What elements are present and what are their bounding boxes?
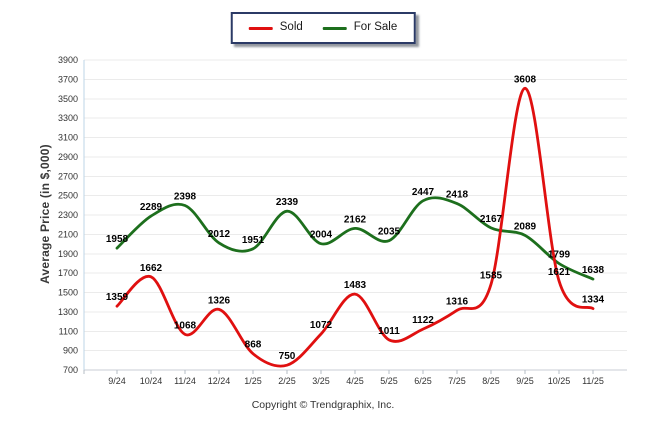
y-tick-label: 2100 — [58, 229, 78, 239]
y-tick-label: 2300 — [58, 210, 78, 220]
for-sale-point-label: 2089 — [514, 221, 537, 232]
for-sale-point-label: 2012 — [208, 229, 231, 240]
x-tick-label: 6/25 — [414, 376, 432, 386]
sold-point-label: 1585 — [480, 270, 503, 281]
for-sale-point-label: 1951 — [242, 235, 265, 246]
for-sale-point-label: 1638 — [582, 265, 605, 276]
y-tick-label: 1900 — [58, 249, 78, 259]
legend-item-sold[interactable]: Sold — [248, 21, 303, 34]
sold-point-label: 1621 — [548, 267, 571, 278]
y-tick-label: 700 — [63, 365, 78, 375]
legend-label-for-sale: For Sale — [353, 21, 398, 34]
legend-item-for-sale[interactable]: For Sale — [322, 21, 398, 34]
x-tick-label: 3/25 — [312, 376, 330, 386]
y-tick-label: 2500 — [58, 191, 78, 201]
y-tick-label: 1700 — [58, 268, 78, 278]
x-tick-label: 10/24 — [140, 376, 163, 386]
x-tick-label: 10/25 — [548, 376, 571, 386]
sold-point-label: 750 — [279, 351, 296, 362]
sold-point-label: 1122 — [412, 315, 434, 326]
y-tick-label: 1100 — [59, 326, 78, 336]
sold-point-label: 1662 — [140, 263, 163, 274]
y-tick-label: 3100 — [58, 133, 78, 143]
x-tick-label: 9/24 — [108, 376, 126, 386]
chart-legend: Sold For Sale — [230, 12, 416, 44]
for-sale-point-label: 2004 — [310, 230, 333, 241]
y-tick-label: 3300 — [58, 113, 78, 123]
y-tick-label: 2900 — [58, 152, 78, 162]
y-tick-label: 1500 — [58, 288, 78, 298]
for-sale-point-label: 2035 — [378, 227, 401, 238]
x-tick-label: 4/25 — [346, 376, 364, 386]
for-sale-point-label: 2339 — [276, 197, 299, 208]
y-tick-label: 3700 — [58, 74, 78, 84]
x-tick-label: 8/25 — [482, 376, 500, 386]
sold-point-label: 3608 — [514, 74, 537, 85]
sold-point-label: 1072 — [310, 320, 333, 331]
for-sale-point-label: 1799 — [548, 250, 571, 261]
y-tick-label: 900 — [63, 346, 78, 356]
x-tick-label: 2/25 — [278, 376, 296, 386]
x-tick-label: 11/25 — [582, 376, 604, 386]
y-tick-label: 3900 — [58, 55, 78, 65]
for-sale-point-label: 2418 — [446, 190, 469, 201]
legend-label-sold: Sold — [279, 21, 303, 34]
for-sale-point-label: 2167 — [480, 214, 503, 225]
x-tick-label: 12/24 — [208, 376, 231, 386]
sold-line-swatch-icon — [248, 26, 273, 30]
sold-point-label: 1326 — [208, 295, 231, 306]
y-tick-label: 2700 — [58, 171, 78, 181]
for-sale-point-label: 2398 — [174, 192, 197, 203]
sold-point-label: 1359 — [106, 292, 129, 303]
y-tick-label: 3500 — [58, 94, 78, 104]
for-sale-point-label: 2162 — [344, 214, 367, 225]
x-tick-label: 11/24 — [174, 376, 196, 386]
for-sale-point-label: 2289 — [140, 202, 163, 213]
x-tick-label: 5/25 — [380, 376, 398, 386]
for-sale-point-label: 1958 — [106, 234, 129, 245]
sold-point-label: 1334 — [582, 295, 605, 306]
sold-line[interactable] — [115, 86, 595, 368]
x-tick-label: 7/25 — [448, 376, 466, 386]
sold-point-label: 1011 — [378, 326, 400, 337]
sold-point-label: 1483 — [344, 280, 367, 291]
for-sale-point-label: 2447 — [412, 187, 435, 198]
sold-point-label: 1068 — [174, 320, 197, 331]
for-sale-line[interactable] — [115, 196, 595, 281]
x-tick-label: 9/25 — [516, 376, 534, 386]
x-tick-label: 1/25 — [244, 376, 262, 386]
sold-point-label: 868 — [245, 340, 262, 351]
y-tick-label: 1300 — [58, 307, 78, 317]
for-sale-line-swatch-icon — [322, 26, 347, 30]
sold-point-label: 1316 — [446, 296, 469, 307]
copyright-text: Copyright © Trendgraphix, Inc. — [251, 399, 395, 411]
